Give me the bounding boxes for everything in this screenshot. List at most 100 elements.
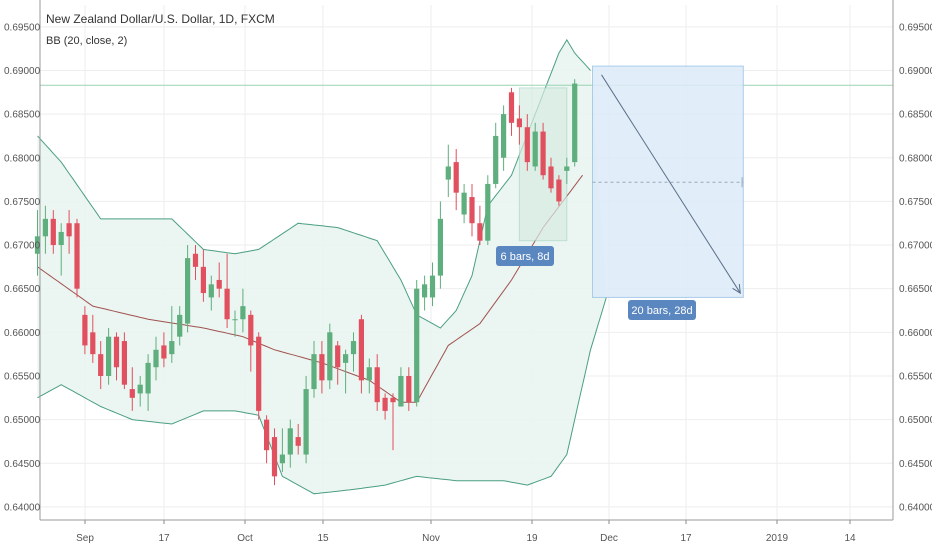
y-tick-right: 0.68000 xyxy=(899,153,932,164)
x-tick-label: 17 xyxy=(158,533,170,544)
candle-body xyxy=(303,389,309,455)
candle-body xyxy=(532,131,538,167)
candle-body xyxy=(469,197,475,224)
candle-body xyxy=(422,284,428,298)
y-tick-right: 0.67500 xyxy=(899,197,932,208)
candle-body xyxy=(82,314,88,346)
candle-body xyxy=(429,275,436,298)
candle-body xyxy=(208,284,214,298)
candle-body xyxy=(129,389,135,398)
projection-badge-bg xyxy=(628,300,696,320)
band-fill xyxy=(37,39,607,494)
candle-body xyxy=(74,223,80,289)
candle-body xyxy=(374,367,380,403)
y-tick-right: 0.65500 xyxy=(899,371,932,382)
candle-body xyxy=(453,162,459,193)
candle-body xyxy=(192,253,199,267)
y-tick-right: 0.64500 xyxy=(899,459,932,470)
measure-small-badge-bg xyxy=(496,246,554,266)
candle-body xyxy=(366,367,372,381)
candle-body xyxy=(153,349,159,368)
candle-body xyxy=(224,288,230,320)
basis-line xyxy=(37,174,583,403)
y-tick-left: 0.66500 xyxy=(4,284,41,295)
candle-body xyxy=(564,166,570,171)
candles xyxy=(34,79,578,486)
candle-body xyxy=(287,428,293,455)
candle-body xyxy=(240,306,246,320)
bollinger-bands xyxy=(37,38,607,495)
candle-body xyxy=(485,183,491,241)
candle-body xyxy=(335,345,341,368)
upper-band-line xyxy=(37,38,591,329)
candle-body xyxy=(66,223,72,237)
y-tick-right: 0.65000 xyxy=(899,415,932,426)
candle-body xyxy=(42,218,48,237)
x-tick-label: Nov xyxy=(422,533,440,544)
candle-body xyxy=(311,354,317,390)
indicator-label: BB (20, close, 2) xyxy=(46,35,127,47)
y-tick-left: 0.69000 xyxy=(4,66,41,77)
candle-body xyxy=(185,258,191,324)
candle-body xyxy=(98,354,104,376)
x-tick-label: 14 xyxy=(844,533,856,544)
x-tick-label: Sep xyxy=(76,533,94,544)
candle-body xyxy=(390,397,396,403)
candle-body xyxy=(279,454,285,464)
projection-badge-text: 20 bars, 28d xyxy=(631,305,692,317)
candle-body xyxy=(406,375,412,403)
measure-small-badge: 6 bars, 8d xyxy=(496,246,554,266)
candle-body xyxy=(137,384,143,394)
y-tick-right: 0.66500 xyxy=(899,284,932,295)
candle-body xyxy=(177,314,183,337)
lower-band-line xyxy=(37,297,607,495)
y-tick-right: 0.68500 xyxy=(899,110,932,121)
y-tick-left: 0.68500 xyxy=(4,110,41,121)
candle-body xyxy=(548,166,554,189)
candle-body xyxy=(256,336,262,411)
candle-body xyxy=(556,179,562,202)
projection-badge: 20 bars, 28d xyxy=(628,300,696,320)
candle-body xyxy=(295,437,301,446)
y-tick-left: 0.68000 xyxy=(4,153,41,164)
tick-labels: 0.64000 0.64000 0.64500 0.64500 0.65000 0.650… xyxy=(4,22,932,544)
candle-body xyxy=(501,114,507,158)
y-tick-left: 0.65500 xyxy=(4,371,41,382)
candle-body xyxy=(121,341,127,385)
y-tick-left: 0.64500 xyxy=(4,459,41,470)
candle-body xyxy=(319,354,325,381)
y-tick-left: 0.69500 xyxy=(4,22,41,33)
candle-body xyxy=(145,362,151,394)
x-tick-label: 2019 xyxy=(766,533,789,544)
candle-body xyxy=(508,92,515,123)
y-tick-left: 0.67500 xyxy=(4,197,41,208)
y-tick-right: 0.69000 xyxy=(899,66,932,77)
candle-body xyxy=(461,192,467,215)
axes xyxy=(39,0,894,524)
candle-body xyxy=(161,345,167,359)
candle-body xyxy=(264,419,270,451)
y-tick-left: 0.66000 xyxy=(4,328,41,339)
x-tick-label: 17 xyxy=(680,533,692,544)
candle-body xyxy=(232,319,238,321)
candle-body xyxy=(327,332,333,381)
candle-body xyxy=(343,354,349,363)
candle-body xyxy=(113,336,120,368)
candle-body xyxy=(358,319,364,381)
projection-arrow-head xyxy=(732,284,741,295)
candle-body xyxy=(382,397,388,411)
x-tick-label: Dec xyxy=(600,533,618,544)
candle-body xyxy=(477,223,483,241)
candle-body xyxy=(58,231,64,246)
y-tick-left: 0.64000 xyxy=(4,502,41,513)
x-tick-label: 19 xyxy=(526,533,538,544)
candle-body xyxy=(271,437,278,477)
candle-body xyxy=(540,131,546,176)
x-tick-label: 15 xyxy=(317,533,329,544)
candle-body xyxy=(34,236,41,254)
candle-body xyxy=(106,336,112,376)
measure-small-badge-text: 6 bars, 8d xyxy=(501,251,550,263)
projection-arrow-line xyxy=(601,74,741,294)
